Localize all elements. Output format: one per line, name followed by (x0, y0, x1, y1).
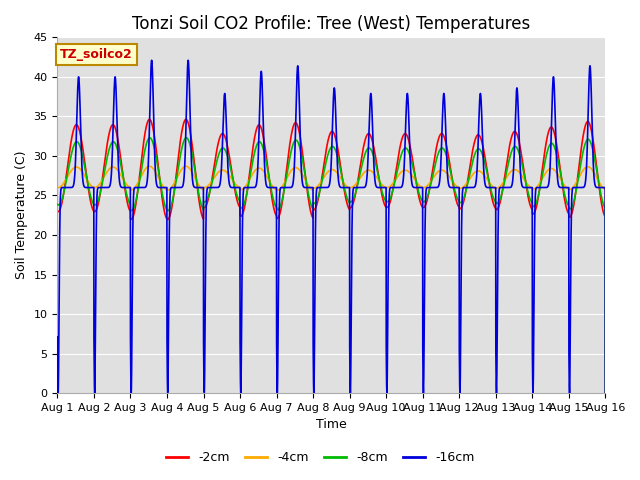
Text: TZ_soilco2: TZ_soilco2 (60, 48, 133, 61)
X-axis label: Time: Time (316, 419, 347, 432)
Title: Tonzi Soil CO2 Profile: Tree (West) Temperatures: Tonzi Soil CO2 Profile: Tree (West) Temp… (132, 15, 531, 33)
Y-axis label: Soil Temperature (C): Soil Temperature (C) (15, 151, 28, 279)
Legend: -2cm, -4cm, -8cm, -16cm: -2cm, -4cm, -8cm, -16cm (161, 446, 479, 469)
